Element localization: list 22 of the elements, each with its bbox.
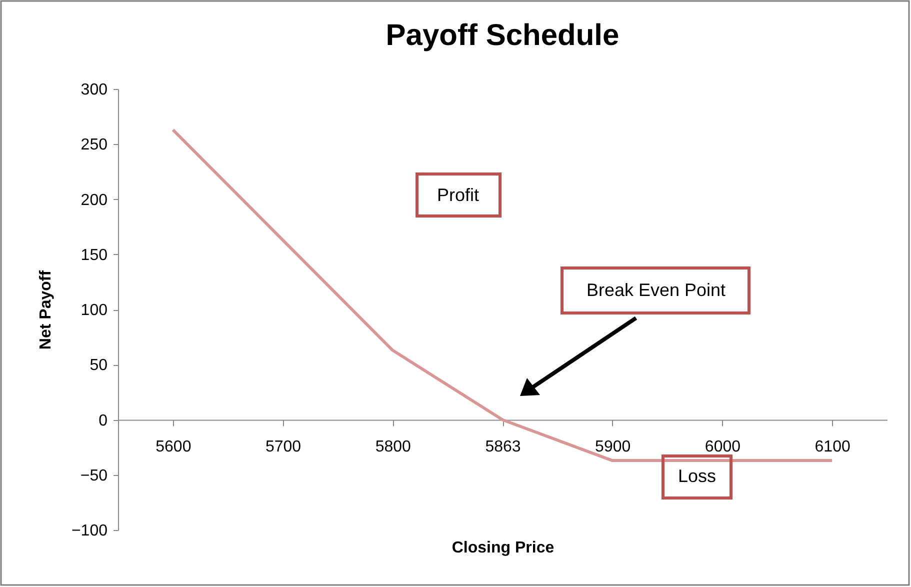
y-tick-label: 50 <box>90 357 108 374</box>
x-tick-label: 5863 <box>485 438 521 456</box>
x-tick-label: 5700 <box>265 438 302 456</box>
y-tick-label: 300 <box>80 82 108 98</box>
annotation: Profit <box>436 185 480 205</box>
y-tick-label: −100 <box>71 522 108 540</box>
y-tick-label: −50 <box>80 467 108 484</box>
y-axis-title: Net Payoff <box>37 270 54 350</box>
x-tick-label: 5800 <box>375 438 412 456</box>
y-tick-label: 150 <box>80 246 108 264</box>
annotation: Break Even Point <box>586 280 726 300</box>
y-tick-label: 0 <box>98 412 108 430</box>
x-tick-label: 6000 <box>704 438 741 456</box>
x-tick-label: 6100 <box>814 438 850 456</box>
x-tick-label: 5900 <box>595 438 631 456</box>
annotation: Loss <box>678 466 716 486</box>
x-axis-title: Closing Price <box>452 540 554 556</box>
y-tick-label: 250 <box>80 136 108 154</box>
x-tick-label: 5600 <box>156 438 192 456</box>
y-tick-label: 100 <box>80 302 108 319</box>
y-tick-label: 200 <box>80 192 108 209</box>
chart-title: Payoff Schedule <box>386 19 620 52</box>
